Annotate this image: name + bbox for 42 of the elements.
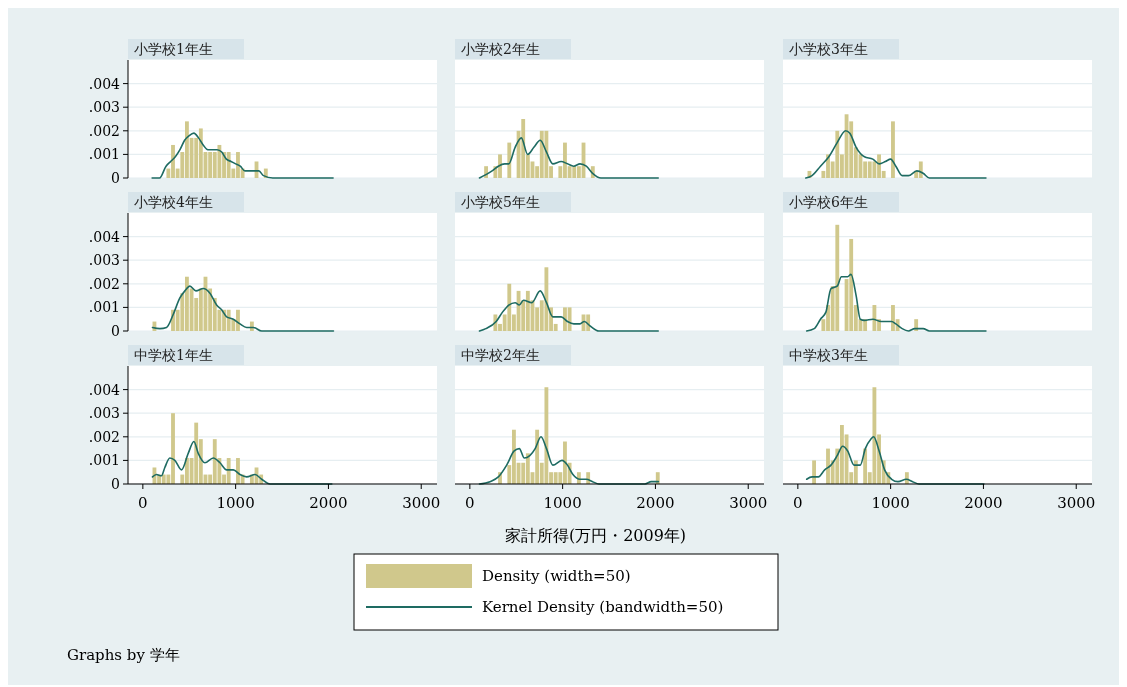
x-tick-label: 2000 — [964, 494, 1003, 512]
x-tick-label: 3000 — [402, 494, 441, 512]
y-tick-label: .001 — [88, 452, 120, 469]
x-tick-label: 3000 — [729, 494, 768, 512]
x-tick-label: 0 — [793, 494, 803, 512]
chart-title: 小学校2年生 — [461, 41, 540, 57]
chart-title: 中学校3年生 — [789, 347, 868, 363]
chart-title: 小学校3年生 — [789, 41, 868, 57]
chart-title: 小学校6年生 — [789, 194, 868, 210]
x-tick-label: 2000 — [636, 494, 675, 512]
y-tick-label: .002 — [88, 275, 120, 292]
y-tick-label: .001 — [88, 299, 120, 316]
text: Graphs by 学年 — [67, 646, 180, 664]
y-tick-label: 0 — [111, 475, 120, 492]
chart-title: 小学校5年生 — [461, 194, 540, 210]
y-tick-label: 0 — [111, 322, 120, 339]
x-axis-title: 家計所得(万円・2009年) — [504, 526, 687, 545]
y-tick-label: .003 — [88, 405, 120, 422]
chart-title: 中学校2年生 — [461, 347, 540, 363]
x-tick-label: 0 — [138, 494, 148, 512]
chart-title: 中学校1年生 — [134, 347, 213, 363]
y-tick-label: .003 — [88, 252, 120, 269]
x-tick-label: 1000 — [871, 494, 910, 512]
x-tick-label: 2000 — [309, 494, 348, 512]
chart-title: 小学校4年生 — [134, 194, 213, 210]
x-tick-label: 1000 — [216, 494, 255, 512]
y-tick-label: 0 — [111, 169, 120, 186]
y-tick-label: .001 — [88, 146, 120, 163]
text: Kernel Density (bandwidth=50) — [482, 598, 724, 617]
y-tick-label: .004 — [88, 381, 121, 398]
y-tick-label: .004 — [88, 228, 121, 245]
text: Density (width=50) — [482, 567, 631, 586]
y-tick-label: .002 — [88, 122, 120, 139]
line-series — [151, 132, 334, 179]
x-tick-label: 0 — [465, 494, 475, 512]
chart-title: 小学校1年生 — [134, 41, 213, 57]
line-series — [151, 285, 335, 332]
y-tick-label: .002 — [88, 428, 120, 445]
y-tick-label: .004 — [88, 75, 121, 92]
y-tick-label: .003 — [88, 99, 120, 116]
x-tick-label: 3000 — [1057, 494, 1096, 512]
x-tick-label: 1000 — [543, 494, 582, 512]
